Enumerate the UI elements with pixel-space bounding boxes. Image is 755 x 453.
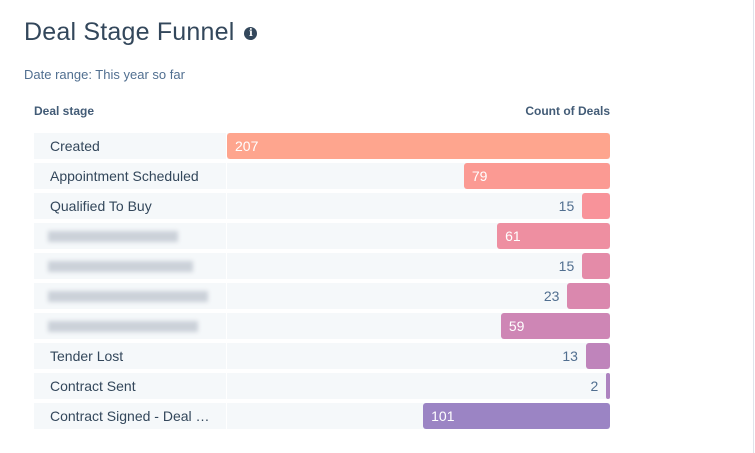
- bar[interactable]: [582, 193, 610, 219]
- bar[interactable]: [567, 283, 610, 309]
- bar-track: 2: [227, 373, 610, 399]
- stage-label-cell: Appointment Scheduled: [34, 163, 226, 189]
- panel-border: [753, 0, 754, 453]
- redacted-stage-label: [48, 321, 198, 332]
- bar-track: 15: [227, 193, 610, 219]
- bar[interactable]: [500, 313, 610, 339]
- bar[interactable]: [497, 223, 610, 249]
- date-range: Date range: This year so far: [24, 67, 185, 82]
- column-header-count: Count of Deals: [525, 104, 610, 118]
- funnel-row[interactable]: 15: [34, 253, 610, 279]
- funnel-row[interactable]: Tender Lost 13: [34, 343, 610, 369]
- stage-label: Qualified To Buy: [50, 198, 152, 214]
- stage-label: Contract Signed - Deal …: [50, 408, 210, 424]
- stage-label-cell: Tender Lost: [34, 343, 226, 369]
- bar[interactable]: [227, 133, 610, 159]
- stage-label-cell: [34, 223, 226, 249]
- stage-label-cell: Contract Signed - Deal …: [34, 403, 226, 429]
- info-icon[interactable]: i: [244, 26, 258, 40]
- redacted-stage-label: [48, 231, 178, 242]
- bar-track: 207: [227, 133, 610, 159]
- bar-value-label: 101: [431, 408, 455, 424]
- bar-track: 79: [227, 163, 610, 189]
- bar-value-label: 2: [590, 378, 599, 394]
- bar[interactable]: [585, 343, 610, 369]
- bar-value-label: 59: [508, 318, 525, 334]
- funnel-row[interactable]: 23: [34, 283, 610, 309]
- bar-value-label: 79: [471, 168, 488, 184]
- bar-track: 59: [227, 313, 610, 339]
- bar-value-label: 207: [235, 138, 259, 154]
- stage-label-cell: Contract Sent: [34, 373, 226, 399]
- page-title: Deal Stage Funnel i: [24, 18, 258, 47]
- bar-track: 101: [227, 403, 610, 429]
- stage-label-cell: [34, 313, 226, 339]
- stage-label-cell: Qualified To Buy: [34, 193, 226, 219]
- bar[interactable]: [423, 403, 610, 429]
- bar-value-label: 15: [558, 198, 575, 214]
- stage-label-cell: Created: [34, 133, 226, 159]
- funnel-row[interactable]: Created 207: [34, 133, 610, 159]
- bar[interactable]: [582, 253, 610, 279]
- stage-label-cell: [34, 253, 226, 279]
- bar-track: 13: [227, 343, 610, 369]
- bar-track: 23: [227, 283, 610, 309]
- bar-value-label: 61: [505, 228, 521, 244]
- bar-value-label: 13: [562, 348, 578, 364]
- funnel-row[interactable]: Appointment Scheduled 79: [34, 163, 610, 189]
- bar[interactable]: [463, 163, 610, 189]
- funnel-row[interactable]: 61: [34, 223, 610, 249]
- stage-label-cell: [34, 283, 226, 309]
- stage-label: Tender Lost: [50, 348, 124, 364]
- bar-track: 61: [227, 223, 610, 249]
- bar-value-label: 23: [543, 288, 560, 304]
- column-header-deal-stage: Deal stage: [34, 104, 95, 118]
- funnel-row[interactable]: Contract Sent 2: [34, 373, 610, 399]
- redacted-stage-label: [48, 291, 208, 302]
- stage-label: Created: [50, 138, 100, 154]
- bar-value-label: 15: [558, 258, 575, 274]
- redacted-stage-label: [48, 261, 193, 272]
- funnel-row[interactable]: 59: [34, 313, 610, 339]
- bar-track: 15: [227, 253, 610, 279]
- funnel-row[interactable]: Contract Signed - Deal … 101: [34, 403, 610, 429]
- funnel-row[interactable]: Qualified To Buy 15: [34, 193, 610, 219]
- stage-label: Appointment Scheduled: [50, 168, 199, 184]
- bar[interactable]: [606, 373, 610, 399]
- stage-label: Contract Sent: [50, 378, 136, 394]
